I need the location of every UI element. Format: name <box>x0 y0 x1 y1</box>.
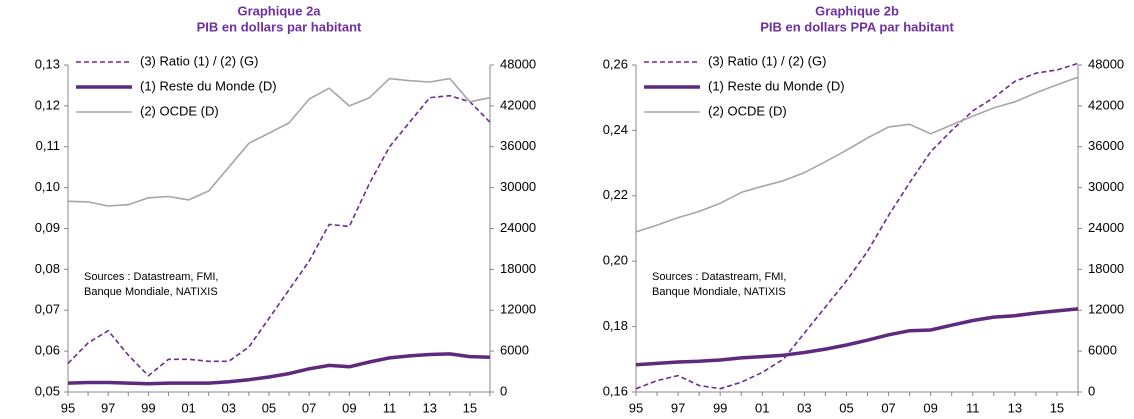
y2-tick-label: 12000 <box>500 302 536 317</box>
y-tick-label: 0,13 <box>35 56 60 71</box>
source-note: Banque Mondiale, NATIXIS <box>84 286 218 298</box>
y-tick-label: 0,16 <box>603 383 628 398</box>
y-tick-label: 0,24 <box>603 122 628 137</box>
legend-label: (1) Reste du Monde (D) <box>708 78 845 93</box>
x-tick-label: 01 <box>755 400 769 415</box>
y2-tick-label: 36000 <box>1088 138 1124 153</box>
x-tick-label: 13 <box>422 400 436 415</box>
x-tick-label: 05 <box>262 400 276 415</box>
y-tick-label: 0,20 <box>603 253 628 268</box>
x-tick-label: 95 <box>629 400 643 415</box>
x-tick-label: 07 <box>881 400 895 415</box>
y2-tick-label: 18000 <box>500 261 536 276</box>
x-tick-label: 15 <box>463 400 477 415</box>
y2-tick-label: 48000 <box>500 56 536 71</box>
series-line <box>635 307 1079 367</box>
y2-tick-label: 6000 <box>1088 343 1117 358</box>
y2-tick-label: 24000 <box>1088 220 1124 235</box>
y-tick-label: 0,11 <box>36 138 60 153</box>
x-tick-label: 97 <box>671 400 685 415</box>
y-tick-label: 0,08 <box>35 261 60 276</box>
x-tick-label: 13 <box>1008 400 1022 415</box>
legend-label: (1) Reste du Monde (D) <box>140 78 277 93</box>
x-tick-label: 03 <box>797 400 811 415</box>
y-tick-label: 0,07 <box>35 302 60 317</box>
legend-label: (3) Ratio (1) / (2) (G) <box>708 53 826 68</box>
series-line <box>67 352 491 386</box>
y2-tick-label: 12000 <box>1088 302 1124 317</box>
y2-tick-label: 30000 <box>1088 179 1124 194</box>
y2-tick-label: 18000 <box>1088 261 1124 276</box>
y2-tick-label: 30000 <box>500 179 536 194</box>
y2-tick-label: 0 <box>500 383 507 398</box>
y2-tick-label: 42000 <box>1088 97 1124 112</box>
series-line <box>635 62 1079 390</box>
chart-title: Graphique 2a <box>237 3 321 18</box>
y2-tick-label: 24000 <box>500 220 536 235</box>
y-tick-label: 0,10 <box>35 179 60 194</box>
x-tick-label: 15 <box>1050 400 1064 415</box>
y-tick-label: 0,09 <box>35 220 60 235</box>
y2-tick-label: 48000 <box>1088 56 1124 71</box>
x-tick-label: 95 <box>61 400 75 415</box>
y-tick-label: 0,06 <box>35 343 60 358</box>
source-note: Sources : Datastream, FMI, <box>84 271 218 283</box>
y-tick-label: 0,26 <box>603 56 628 71</box>
y2-tick-label: 36000 <box>500 138 536 153</box>
series-line <box>67 77 491 207</box>
x-tick-label: 11 <box>383 400 397 415</box>
chart-title: Graphique 2b <box>815 3 899 18</box>
x-tick-label: 05 <box>839 400 853 415</box>
legend-label: (2) OCDE (D) <box>708 103 787 118</box>
y-tick-label: 0,18 <box>603 318 628 333</box>
x-tick-label: 01 <box>181 400 195 415</box>
y-tick-label: 0,22 <box>603 187 628 202</box>
source-note: Banque Mondiale, NATIXIS <box>652 286 786 298</box>
x-tick-label: 07 <box>302 400 316 415</box>
y-tick-label: 0,12 <box>35 97 60 112</box>
legend-label: (3) Ratio (1) / (2) (G) <box>140 53 258 68</box>
x-tick-label: 03 <box>222 400 236 415</box>
series-line <box>67 94 491 377</box>
chart-subtitle: PIB en dollars PPA par habitant <box>760 19 954 34</box>
source-note: Sources : Datastream, FMI, <box>652 271 786 283</box>
y2-tick-label: 0 <box>1088 383 1095 398</box>
x-tick-label: 11 <box>966 400 980 415</box>
x-tick-label: 99 <box>713 400 727 415</box>
y2-tick-label: 6000 <box>500 343 529 358</box>
x-tick-label: 09 <box>342 400 356 415</box>
chart-subtitle: PIB en dollars par habitant <box>197 19 362 34</box>
y-tick-label: 0,05 <box>35 383 60 398</box>
series-line <box>635 76 1079 233</box>
x-tick-label: 09 <box>923 400 937 415</box>
x-tick-label: 99 <box>141 400 155 415</box>
legend-label: (2) OCDE (D) <box>140 103 219 118</box>
y2-tick-label: 42000 <box>500 97 536 112</box>
x-tick-label: 97 <box>101 400 115 415</box>
